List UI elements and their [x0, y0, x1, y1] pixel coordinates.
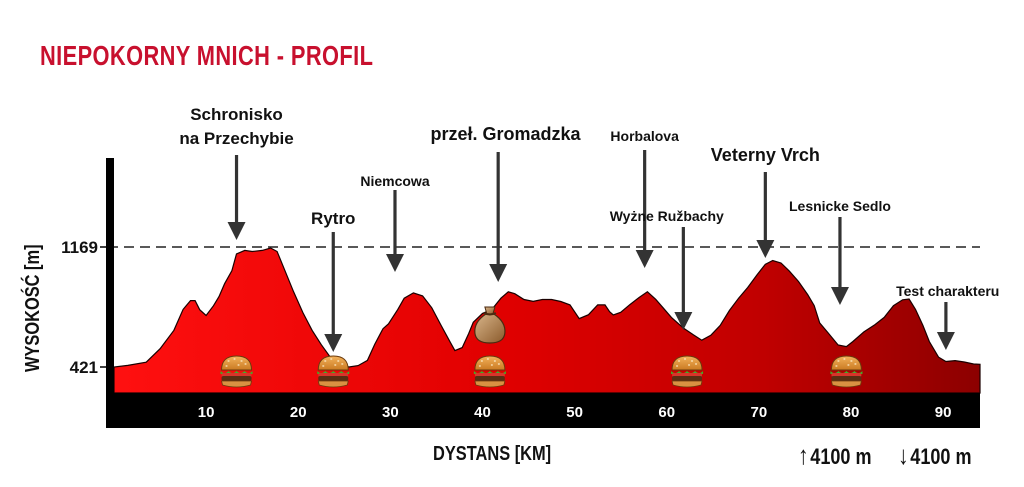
x-tick-label: 90: [935, 404, 952, 421]
x-tick-label: 30: [382, 404, 399, 421]
x-tick-label: 60: [658, 404, 675, 421]
x-tick-label: 50: [566, 404, 583, 421]
annotation-arrow-head: [324, 334, 343, 352]
y-tick-label: 1169: [61, 238, 98, 257]
annotation-label: Rytro: [311, 209, 355, 228]
x-axis-band: [106, 393, 980, 428]
x-axis-label: DYSTANS [KM]: [433, 443, 552, 465]
annotation-label: Test charakteru: [896, 283, 999, 299]
burger-icon: [473, 355, 506, 388]
elevation-area: [113, 247, 981, 394]
arrow-up-icon: ↑: [798, 440, 809, 470]
annotation-label: na Przechybie: [179, 129, 293, 148]
burger-icon: [220, 355, 253, 388]
annotation-arrow-head: [756, 240, 775, 258]
annotation-arrow-head: [674, 312, 693, 330]
annotation-arrow-head: [936, 332, 955, 350]
y-axis-label: WYSOKOŚĆ [m]: [22, 244, 44, 372]
x-tick-label: 80: [843, 404, 860, 421]
x-tick-label: 40: [474, 404, 491, 421]
annotation-arrow-head: [385, 254, 404, 272]
annotation-label: Horbalova: [610, 128, 679, 144]
y-axis-line: [106, 158, 114, 428]
annotation-label: Veterny Vrch: [711, 145, 820, 165]
annotation-arrow-head: [830, 287, 849, 305]
x-tick-label: 10: [198, 404, 215, 421]
annotation-label: Wyżne Ružbachy: [610, 208, 724, 224]
burger-icon: [317, 355, 350, 388]
total-ascent: ↑4100 m: [798, 440, 871, 471]
total-descent-value: 4100 m: [910, 444, 972, 469]
annotation-label: przeł. Gromadzka: [431, 124, 582, 144]
arrow-down-icon: ↓: [898, 440, 909, 470]
burger-icon: [830, 355, 863, 388]
annotation-arrow-head: [489, 264, 508, 282]
annotation-label: Niemcowa: [360, 173, 429, 189]
x-tick-label: 20: [290, 404, 307, 421]
burger-icon: [671, 355, 704, 388]
money-bag-icon: [474, 306, 506, 344]
annotation-arrow-head: [635, 250, 654, 268]
annotation-arrow-head: [227, 222, 246, 240]
total-ascent-value: 4100 m: [810, 444, 872, 469]
annotation-label: Lesnicke Sedlo: [789, 198, 891, 214]
y-tick-label: 421: [70, 358, 98, 377]
x-tick-label: 70: [751, 404, 768, 421]
total-descent: ↓4100 m: [898, 440, 971, 471]
chart-title: NIEPOKORNY MNICH - PROFIL: [40, 40, 374, 71]
annotation-label: Schronisko: [190, 105, 283, 124]
